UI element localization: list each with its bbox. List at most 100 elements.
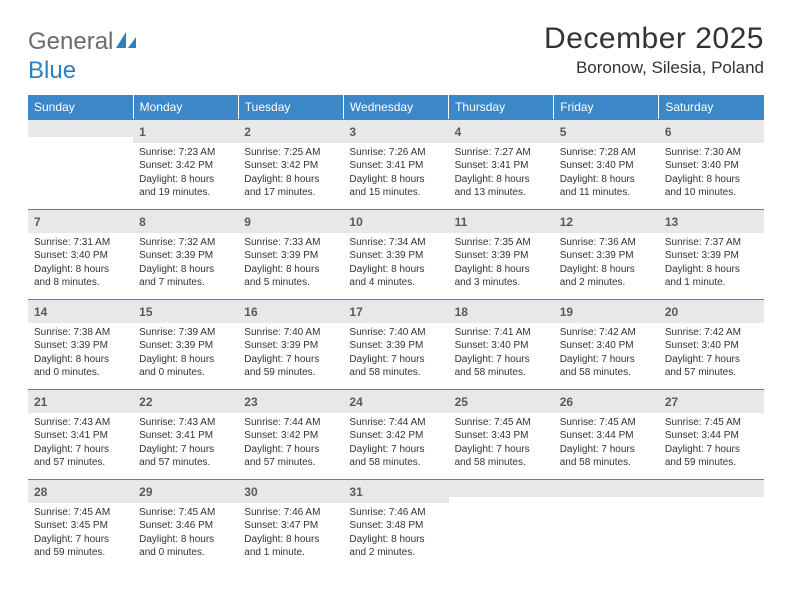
daylight-text: Daylight: 7 hours and 58 minutes. xyxy=(455,443,548,470)
sunrise-text: Sunrise: 7:43 AM xyxy=(139,416,232,430)
daylight-text: Daylight: 7 hours and 59 minutes. xyxy=(34,533,127,560)
sunrise-text: Sunrise: 7:46 AM xyxy=(244,506,337,520)
daylight-text: Daylight: 8 hours and 3 minutes. xyxy=(455,263,548,290)
daynum-row: 14 xyxy=(28,299,133,323)
sunset-text: Sunset: 3:39 PM xyxy=(34,339,127,353)
daylight-text: Daylight: 8 hours and 13 minutes. xyxy=(455,173,548,200)
daynum-row: 28 xyxy=(28,479,133,503)
calendar-cell: 6Sunrise: 7:30 AMSunset: 3:40 PMDaylight… xyxy=(659,119,764,209)
daylight-text: Daylight: 8 hours and 11 minutes. xyxy=(560,173,653,200)
day-data: Sunrise: 7:46 AMSunset: 3:48 PMDaylight:… xyxy=(343,503,448,564)
day-header-saturday: Saturday xyxy=(659,95,764,119)
sunrise-text: Sunrise: 7:28 AM xyxy=(560,146,653,160)
calendar-header-row: SundayMondayTuesdayWednesdayThursdayFrid… xyxy=(28,95,764,119)
sunrise-text: Sunrise: 7:33 AM xyxy=(244,236,337,250)
day-number: 4 xyxy=(455,125,462,139)
day-number: 17 xyxy=(349,305,362,319)
calendar-cell: 29 Sunrise: 7:45 AMSunset: 3:46 PMDayligh… xyxy=(133,479,238,569)
day-header-wednesday: Wednesday xyxy=(343,95,448,119)
daynum-row: 24 xyxy=(343,389,448,413)
sunrise-text: Sunrise: 7:45 AM xyxy=(455,416,548,430)
daynum-row: 4 xyxy=(449,119,554,143)
calendar-cell: 18Sunrise: 7:41 AMSunset: 3:40 PMDayligh… xyxy=(449,299,554,389)
sunrise-text: Sunrise: 7:25 AM xyxy=(244,146,337,160)
logo: GeneralBlue xyxy=(28,22,138,85)
day-data: Sunrise: 7:45 AMSunset: 3:45 PMDaylight:… xyxy=(28,503,133,564)
sunrise-text: Sunrise: 7:43 AM xyxy=(34,416,127,430)
sunset-text: Sunset: 3:39 PM xyxy=(244,339,337,353)
day-number: 28 xyxy=(34,485,47,499)
calendar-cell: 5Sunrise: 7:28 AMSunset: 3:40 PMDaylight… xyxy=(554,119,659,209)
day-number: 26 xyxy=(560,395,573,409)
daynum-row: 23 xyxy=(238,389,343,413)
day-data: Sunrise: 7:36 AMSunset: 3:39 PMDaylight:… xyxy=(554,233,659,294)
sunset-text: Sunset: 3:39 PM xyxy=(244,249,337,263)
day-number: 15 xyxy=(139,305,152,319)
daynum-row: 25 xyxy=(449,389,554,413)
daylight-text: Daylight: 8 hours and 7 minutes. xyxy=(139,263,232,290)
sunset-text: Sunset: 3:40 PM xyxy=(560,339,653,353)
sunset-text: Sunset: 3:43 PM xyxy=(455,429,548,443)
day-number: 5 xyxy=(560,125,567,139)
sunrise-text: Sunrise: 7:27 AM xyxy=(455,146,548,160)
day-number: 27 xyxy=(665,395,678,409)
calendar-cell: 19Sunrise: 7:42 AMSunset: 3:40 PMDayligh… xyxy=(554,299,659,389)
daylight-text: Daylight: 7 hours and 58 minutes. xyxy=(560,353,653,380)
logo-text-gray: General xyxy=(28,28,113,55)
daylight-text: Daylight: 7 hours and 57 minutes. xyxy=(244,443,337,470)
sunset-text: Sunset: 3:40 PM xyxy=(34,249,127,263)
day-number: 30 xyxy=(244,485,257,499)
day-data: Sunrise: 7:27 AMSunset: 3:41 PMDaylight:… xyxy=(449,143,554,204)
daylight-text: Daylight: 8 hours and 15 minutes. xyxy=(349,173,442,200)
day-data: Sunrise: 7:37 AMSunset: 3:39 PMDaylight:… xyxy=(659,233,764,294)
daynum-row: 9 xyxy=(238,209,343,233)
day-number: 10 xyxy=(349,215,362,229)
calendar-cell: 17Sunrise: 7:40 AMSunset: 3:39 PMDayligh… xyxy=(343,299,448,389)
daylight-text: Daylight: 8 hours and 2 minutes. xyxy=(349,533,442,560)
sunset-text: Sunset: 3:41 PM xyxy=(455,159,548,173)
sunrise-text: Sunrise: 7:26 AM xyxy=(349,146,442,160)
day-data: Sunrise: 7:43 AMSunset: 3:41 PMDaylight:… xyxy=(28,413,133,474)
sunset-text: Sunset: 3:39 PM xyxy=(139,249,232,263)
sunset-text: Sunset: 3:46 PM xyxy=(139,519,232,533)
daylight-text: Daylight: 8 hours and 0 minutes. xyxy=(34,353,127,380)
sunset-text: Sunset: 3:42 PM xyxy=(139,159,232,173)
sunrise-text: Sunrise: 7:40 AM xyxy=(349,326,442,340)
day-number: 16 xyxy=(244,305,257,319)
daynum-row: 16 xyxy=(238,299,343,323)
daylight-text: Daylight: 8 hours and 8 minutes. xyxy=(34,263,127,290)
day-data: Sunrise: 7:45 AMSunset: 3:44 PMDaylight:… xyxy=(659,413,764,474)
sunset-text: Sunset: 3:40 PM xyxy=(455,339,548,353)
calendar-table: SundayMondayTuesdayWednesdayThursdayFrid… xyxy=(28,95,764,569)
sunset-text: Sunset: 3:39 PM xyxy=(455,249,548,263)
calendar-cell: 26 Sunrise: 7:45 AMSunset: 3:44 PMDayligh… xyxy=(554,389,659,479)
day-data: Sunrise: 7:30 AMSunset: 3:40 PMDaylight:… xyxy=(659,143,764,204)
daynum-row: 7 xyxy=(28,209,133,233)
calendar-cell: 23Sunrise: 7:44 AMSunset: 3:42 PMDayligh… xyxy=(238,389,343,479)
calendar-cell: 12Sunrise: 7:36 AMSunset: 3:39 PMDayligh… xyxy=(554,209,659,299)
daynum-row xyxy=(554,479,659,497)
day-data: Sunrise: 7:45 AMSunset: 3:44 PMDaylight:… xyxy=(554,413,659,474)
sunset-text: Sunset: 3:42 PM xyxy=(349,429,442,443)
day-data: Sunrise: 7:43 AMSunset: 3:41 PMDaylight:… xyxy=(133,413,238,474)
calendar-cell xyxy=(659,479,764,569)
day-data: Sunrise: 7:44 AMSunset: 3:42 PMDaylight:… xyxy=(238,413,343,474)
daynum-row: 6 xyxy=(659,119,764,143)
day-header-thursday: Thursday xyxy=(449,95,554,119)
sunrise-text: Sunrise: 7:41 AM xyxy=(455,326,548,340)
day-data: Sunrise: 7:25 AMSunset: 3:42 PMDaylight:… xyxy=(238,143,343,204)
daylight-text: Daylight: 7 hours and 59 minutes. xyxy=(244,353,337,380)
daynum-row: 30 xyxy=(238,479,343,503)
daylight-text: Daylight: 8 hours and 0 minutes. xyxy=(139,353,232,380)
daynum-row: 5 xyxy=(554,119,659,143)
day-number: 31 xyxy=(349,485,362,499)
day-number: 21 xyxy=(34,395,47,409)
day-data: Sunrise: 7:45 AMSunset: 3:46 PMDaylight:… xyxy=(133,503,238,564)
daynum-row: 18 xyxy=(449,299,554,323)
day-number: 22 xyxy=(139,395,152,409)
calendar-cell: 20Sunrise: 7:42 AMSunset: 3:40 PMDayligh… xyxy=(659,299,764,389)
calendar-week-row: 7Sunrise: 7:31 AMSunset: 3:40 PMDaylight… xyxy=(28,209,764,299)
calendar-cell: 11Sunrise: 7:35 AMSunset: 3:39 PMDayligh… xyxy=(449,209,554,299)
daynum-row: 3 xyxy=(343,119,448,143)
day-number: 29 xyxy=(139,485,152,499)
